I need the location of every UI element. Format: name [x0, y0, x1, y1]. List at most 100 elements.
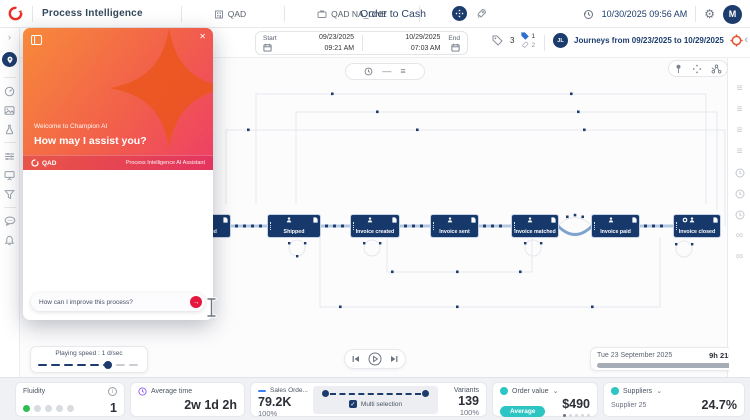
order-value-value: $490 [562, 397, 590, 411]
person-icon [527, 217, 533, 223]
layer-infinity-icon[interactable]: ∞ [735, 230, 744, 241]
sales-orders-card: Sales Orde... 79.2K 100% ✓ Multi selecti… [250, 382, 487, 418]
sidebar-item-comments[interactable] [4, 215, 16, 227]
tag-icon[interactable] [492, 35, 503, 46]
play-button[interactable] [368, 352, 382, 366]
average-badge[interactable]: Average [500, 406, 546, 417]
pan-tool-icon[interactable] [692, 64, 702, 74]
blue-tag-count[interactable]: 1 [521, 32, 535, 40]
pin-tool-icon[interactable] [674, 64, 683, 74]
sidebar-item-gallery[interactable] [4, 104, 16, 116]
compact-view-icon[interactable]: — [382, 66, 392, 76]
sales-orders-label: Sales Orde... [270, 387, 308, 394]
variants-percent: 100% [459, 408, 479, 417]
range-slider-track[interactable] [330, 392, 421, 395]
skip-end-button[interactable] [390, 355, 398, 363]
sidebar-item-settings-sliders[interactable] [4, 150, 16, 162]
rocket-count[interactable]: 2 [521, 41, 535, 49]
process-node[interactable]: Invoice matched [512, 215, 558, 237]
node-drag-handle[interactable] [676, 222, 677, 230]
start-date-control[interactable]: Start [263, 35, 277, 52]
node-drag-handle[interactable] [594, 222, 595, 230]
layer-lines-icon[interactable]: ≡ [736, 83, 743, 94]
timeline-current-date: Tue 23 September 2025 [597, 352, 673, 359]
range-slider-left-handle[interactable] [322, 390, 329, 397]
node-drag-handle[interactable] [433, 222, 434, 230]
move-mode-button[interactable] [451, 6, 467, 21]
rocket-button[interactable] [476, 8, 487, 19]
skip-start-button[interactable] [352, 355, 360, 363]
briefcase-icon [317, 10, 327, 18]
divider [284, 5, 286, 22]
layer-lines-icon[interactable]: ≡ [736, 125, 743, 136]
playing-speed-label: Playing speed : 1 d/sec [55, 350, 123, 357]
process-node[interactable]: Shipped [268, 215, 320, 237]
map-tools-toolbar [668, 60, 728, 77]
target-icon[interactable] [730, 34, 743, 47]
expand-panel-icon[interactable] [31, 35, 42, 45]
sidebar-item-presentation[interactable] [4, 169, 16, 181]
range-slider-right-handle[interactable] [422, 390, 429, 397]
playing-speed-control: Playing speed : 1 d/sec [30, 346, 148, 373]
node-drag-handle[interactable] [514, 222, 515, 230]
close-icon[interactable]: ✕ [199, 32, 206, 41]
layer-clock-icon[interactable] [735, 210, 745, 220]
sidebar-item-filter[interactable] [4, 188, 16, 200]
journeys-summary[interactable]: JL Journeys from 09/23/2025 to 10/29/202… [553, 33, 743, 48]
sidebar-expand-chevron[interactable]: › [8, 32, 11, 42]
calendar-icon[interactable] [451, 43, 460, 52]
variants-label: Variants [453, 387, 479, 394]
sales-orders-value: 79.2K [258, 395, 292, 409]
node-drag-handle[interactable] [270, 222, 271, 230]
chevron-down-icon[interactable]: ⌄ [656, 388, 663, 395]
time-view-icon[interactable] [364, 67, 373, 76]
end-label: End [448, 34, 460, 42]
layer-infinity-icon[interactable]: ∞ [735, 251, 744, 262]
history-clock-icon[interactable] [583, 9, 594, 20]
chat-welcome-text: Welcome to Champion AI [34, 123, 108, 130]
process-node[interactable]: Invoice closed [674, 215, 720, 237]
layer-lines-icon[interactable]: ≡ [736, 146, 743, 157]
suppliers-value: 24.7% [701, 398, 737, 412]
chat-input[interactable] [39, 298, 186, 306]
calendar-icon[interactable] [263, 43, 272, 52]
send-button[interactable]: → [190, 296, 202, 308]
layer-clock-icon[interactable] [735, 189, 745, 199]
playback-controls [344, 349, 406, 369]
sidebar-item-dashboard[interactable] [4, 85, 16, 97]
timeline-elapsed: 9h 21m [709, 351, 735, 360]
process-node[interactable]: Invoice paid [592, 215, 639, 237]
sidebar-item-experiments[interactable] [4, 123, 16, 135]
pagination-dots[interactable] [563, 414, 590, 417]
speed-slider-knob[interactable] [104, 361, 112, 369]
settings-gear-icon[interactable]: ⚙ [704, 7, 715, 21]
collapse-panel-chevron[interactable]: ‹ [744, 34, 748, 46]
app-name: Process Intelligence [42, 8, 143, 19]
date-range-picker[interactable]: Start 09/23/2025 09:21 AM 10/29/2025 07:… [255, 31, 468, 55]
range-slider[interactable] [322, 390, 429, 397]
network-layout-icon[interactable] [711, 64, 722, 74]
layer-clock-icon[interactable] [735, 168, 745, 178]
timeline-progress-bar[interactable] [597, 363, 735, 368]
org-selector[interactable]: QAD [214, 9, 246, 19]
champion-ai-panel: ✕ Welcome to Champion AI How may I assis… [23, 28, 213, 320]
playing-speed-slider[interactable] [38, 361, 140, 369]
process-node[interactable]: Invoice sent [431, 215, 478, 237]
chevron-down-icon[interactable]: ⌄ [552, 388, 559, 395]
layer-lines-icon[interactable]: ≡ [736, 104, 743, 115]
site-selector[interactable]: QAD NA_ONE [317, 9, 387, 19]
journeys-avatar: JL [553, 33, 568, 48]
sidebar-item-notifications[interactable] [4, 234, 16, 246]
person-icon [367, 217, 373, 223]
document-icon [632, 217, 637, 223]
end-date-control[interactable]: End [448, 35, 460, 52]
suppliers-label: Suppliers [623, 387, 653, 395]
user-avatar[interactable]: M [723, 4, 742, 24]
sidebar-item-process-map[interactable] [2, 52, 17, 67]
presentation-icon [4, 170, 15, 180]
process-node[interactable]: Invoice created [351, 215, 399, 237]
multi-selection-checkbox[interactable]: ✓ [348, 400, 357, 408]
list-view-icon[interactable]: ≡ [400, 66, 406, 76]
info-icon[interactable]: i [108, 387, 117, 396]
node-drag-handle[interactable] [353, 222, 354, 230]
